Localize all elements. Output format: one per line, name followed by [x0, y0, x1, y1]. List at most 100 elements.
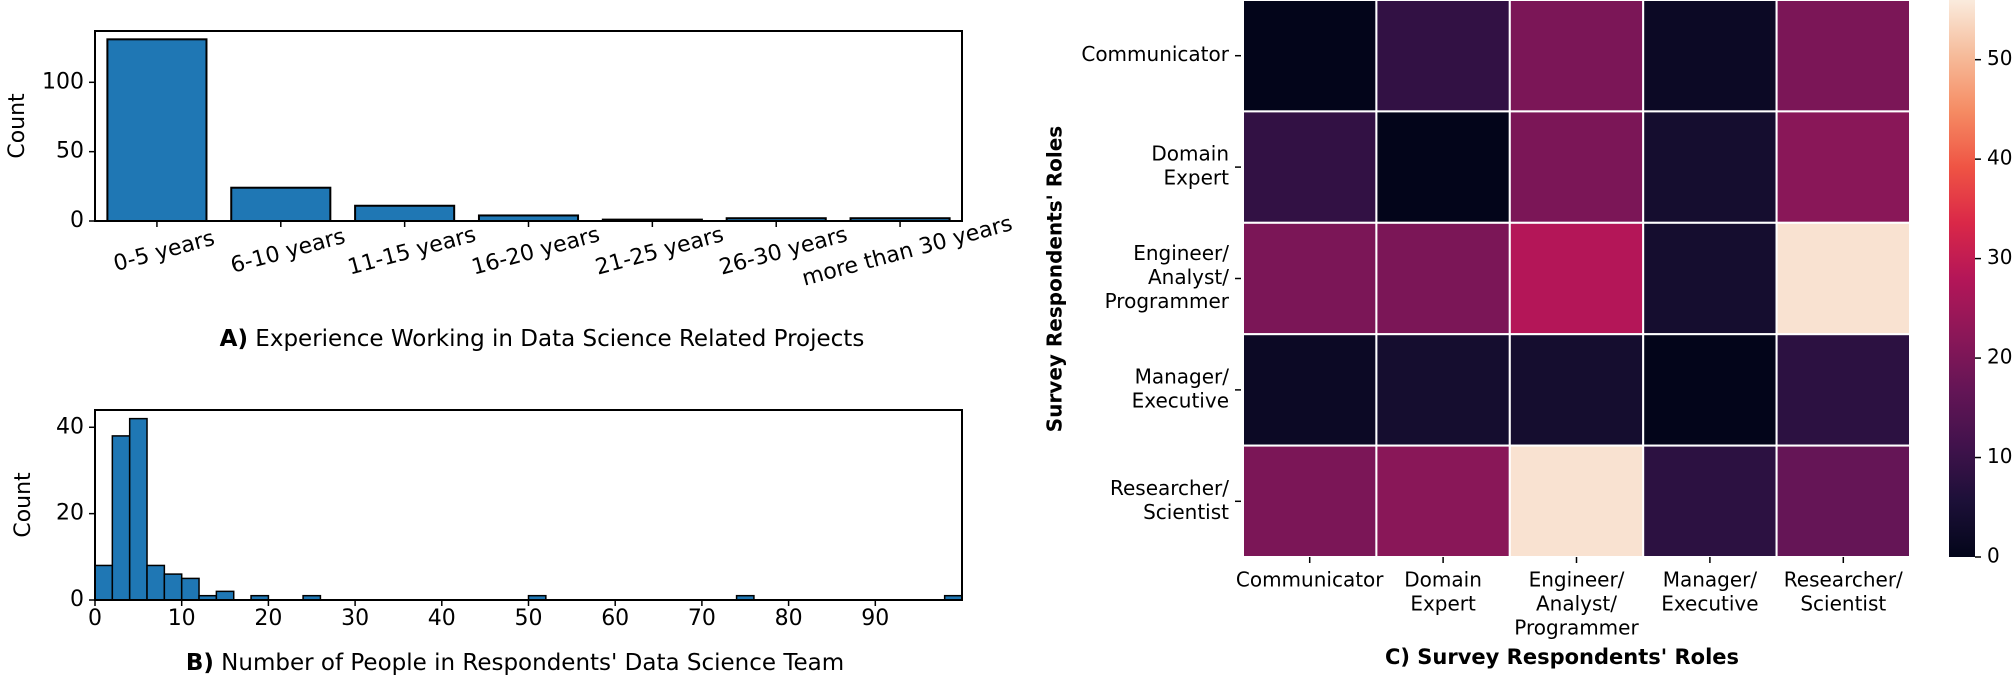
- y-tick-label: Domain: [1151, 142, 1229, 166]
- x-tick-label: Programmer: [1514, 616, 1639, 640]
- x-tick-label: 11-15 years: [345, 222, 478, 280]
- x-tick-label: 30: [341, 606, 369, 631]
- heatmap-cell: [1375, 110, 1511, 224]
- histogram-bar: [111, 435, 131, 601]
- x-tick-label: Analyst/: [1536, 592, 1617, 616]
- heatmap-cell: [1642, 0, 1778, 113]
- x-axis-label-text: Survey Respondents' Roles: [1410, 645, 1739, 669]
- x-tick-label: Executive: [1661, 592, 1758, 616]
- heatmap-cell: [1775, 0, 1911, 113]
- x-tick-label: 50: [515, 606, 543, 631]
- colorbar-tick-label: 10: [1987, 444, 2012, 468]
- heatmap-cell: [1375, 444, 1511, 559]
- y-axis-label: Survey Respondents' Roles: [1043, 126, 1067, 432]
- heatmap-cell: [1642, 444, 1778, 559]
- panel-b-histogram: 0 10 20 30 40 50 60 70 80 90 0 20 40 Count B) Number o…: [11, 409, 963, 676]
- panel-c-heatmap: CommunicatorDomainExpertEngineer/Analyst…: [1043, 0, 2012, 669]
- x-tick-label: 80: [775, 606, 803, 631]
- x-tick-label: 40: [428, 606, 456, 631]
- x-tick-label: 20: [254, 606, 282, 631]
- y-tick-label: Engineer/: [1133, 241, 1229, 265]
- heatmap-cell: [1375, 221, 1511, 336]
- heatmap-cell: [1242, 444, 1378, 559]
- y-tick-label: 40: [56, 414, 84, 439]
- y-tick-label: 0: [70, 587, 84, 612]
- x-tick-label: 21-25 years: [593, 222, 726, 280]
- bar: [106, 38, 208, 222]
- y-tick-label: Communicator: [1081, 42, 1229, 66]
- plot-frame: [94, 409, 963, 601]
- x-tick-label: Manager/: [1663, 568, 1758, 592]
- heatmap-cell: [1508, 110, 1645, 224]
- x-tick-label: 0-5 years: [111, 226, 217, 277]
- panel-letter: B): [186, 650, 214, 676]
- heatmap-cell: [1508, 444, 1645, 559]
- heatmap-cell: [1775, 333, 1911, 447]
- panel-title-text: Number of People in Respondents' Data Sc…: [214, 650, 844, 676]
- y-tick-label: Analyst/: [1148, 265, 1229, 289]
- histogram-bar: [94, 564, 114, 601]
- histogram-bar: [128, 417, 148, 601]
- heatmap-cell: [1508, 0, 1645, 113]
- heatmap-cell: [1642, 110, 1778, 224]
- panel-letter: C): [1385, 645, 1410, 669]
- y-tick-label: Scientist: [1143, 500, 1229, 524]
- y-tick-label: Expert: [1163, 166, 1229, 190]
- panel-title: B) Number of People in Respondents' Data…: [186, 650, 844, 676]
- heatmap-cell: [1375, 333, 1511, 447]
- heatmap-cell: [1242, 0, 1378, 113]
- heatmap-cell: [1375, 0, 1511, 113]
- heatmap-cell: [1508, 333, 1645, 447]
- histogram-bar: [163, 573, 183, 601]
- x-tick-label: Domain: [1404, 568, 1482, 592]
- heatmap-cell: [1775, 110, 1911, 224]
- x-tick-label: more than 30 years: [800, 211, 1016, 291]
- heatmap-cell: [1242, 333, 1378, 447]
- y-tick-label: 20: [56, 501, 84, 526]
- heatmap-cell: [1775, 444, 1911, 559]
- colorbar: [1949, 0, 1975, 557]
- x-tick-label: 60: [601, 606, 629, 631]
- x-tick-label: Expert: [1410, 592, 1476, 616]
- x-tick-label: Engineer/: [1529, 568, 1625, 592]
- histogram-bar: [215, 590, 235, 601]
- y-axis-label: Count: [5, 93, 30, 159]
- y-tick-label: Programmer: [1105, 289, 1230, 313]
- x-tick-label: Researcher/: [1784, 568, 1903, 592]
- bar: [354, 204, 456, 222]
- x-tick-label: 0: [88, 606, 102, 631]
- y-tick-label: Executive: [1132, 388, 1229, 412]
- histogram-bar: [180, 577, 200, 601]
- y-tick-label: 100: [42, 69, 84, 94]
- y-tick-label: 50: [56, 139, 84, 164]
- x-tick-label: 10: [168, 606, 196, 631]
- heatmap-cell: [1775, 221, 1911, 336]
- colorbar-tick-label: 20: [1987, 345, 2012, 369]
- heatmap-cell: [1642, 333, 1778, 447]
- plot-frame: [94, 30, 963, 222]
- heatmap-cell: [1642, 221, 1778, 336]
- heatmap-cell: [1508, 221, 1645, 336]
- heatmap-cell: [1242, 110, 1378, 224]
- x-tick-label: 16-20 years: [469, 222, 602, 280]
- y-tick-label: Manager/: [1135, 364, 1230, 388]
- histogram-bar: [146, 564, 166, 601]
- y-tick-label: 0: [70, 208, 84, 233]
- y-tick-label: Researcher/: [1110, 476, 1229, 500]
- bar: [230, 186, 332, 223]
- colorbar-tick-label: 0: [1987, 544, 2000, 568]
- x-axis-label: C) Survey Respondents' Roles: [1385, 645, 1739, 669]
- panel-title-text: Experience Working in Data Science Relat…: [248, 326, 864, 352]
- panel-title: A) Experience Working in Data Science Re…: [220, 326, 865, 352]
- x-tick-label: 70: [688, 606, 716, 631]
- colorbar-tick-label: 40: [1987, 146, 2012, 170]
- x-tick-label: Scientist: [1800, 592, 1886, 616]
- x-tick-label: Communicator: [1236, 568, 1384, 592]
- heatmap-cell: [1242, 221, 1378, 336]
- colorbar-tick-label: 50: [1987, 46, 2012, 70]
- colorbar-tick-label: 30: [1987, 245, 2012, 269]
- y-axis-label: Count: [11, 472, 36, 538]
- x-tick-label: 90: [861, 606, 889, 631]
